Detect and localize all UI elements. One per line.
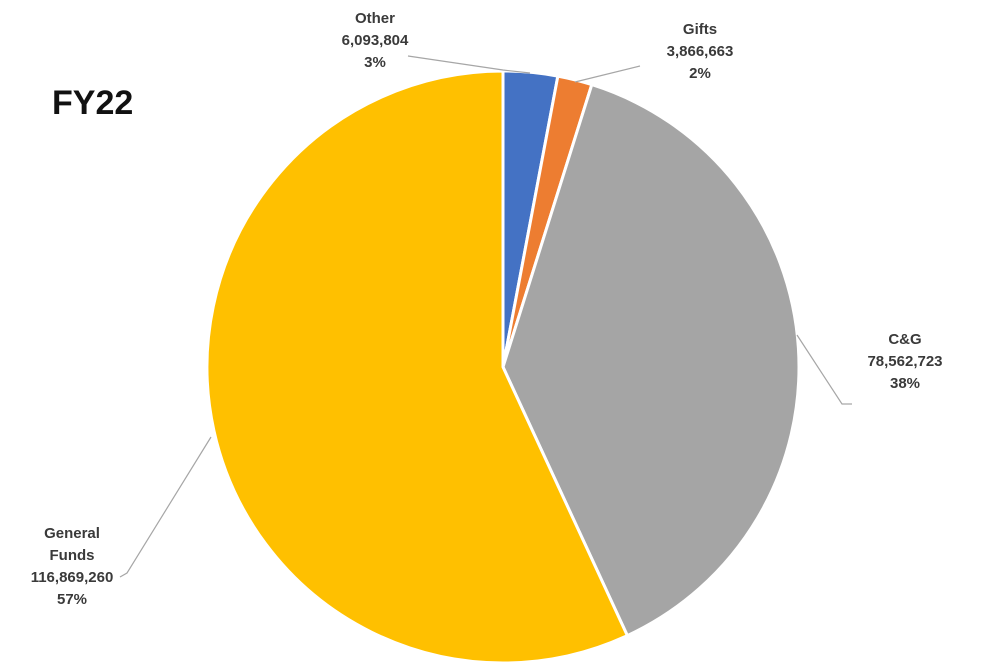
leader-line-general-funds — [119, 436, 212, 578]
data-label-c-g: C&G 78,562,723 38% — [867, 331, 942, 392]
data-label-other: Other 6,093,804 3% — [342, 10, 409, 71]
pie-slices — [205, 69, 801, 665]
leader-line-c-g — [796, 334, 852, 405]
data-label-general-funds: General Funds 116,869,260 57% — [31, 525, 114, 608]
leader-lines — [119, 55, 852, 578]
data-label-gifts: Gifts 3,866,663 2% — [667, 21, 734, 82]
leader-line-gifts — [574, 65, 641, 83]
pie-slice-general-funds — [205, 69, 629, 665]
pie-slice-c-g — [501, 83, 801, 638]
data-labels: Other 6,093,804 3% Gifts 3,866,663 2% C&G 78,56… — [31, 10, 943, 608]
leader-line-other — [407, 55, 531, 74]
chart-title: FY22 — [52, 84, 133, 122]
